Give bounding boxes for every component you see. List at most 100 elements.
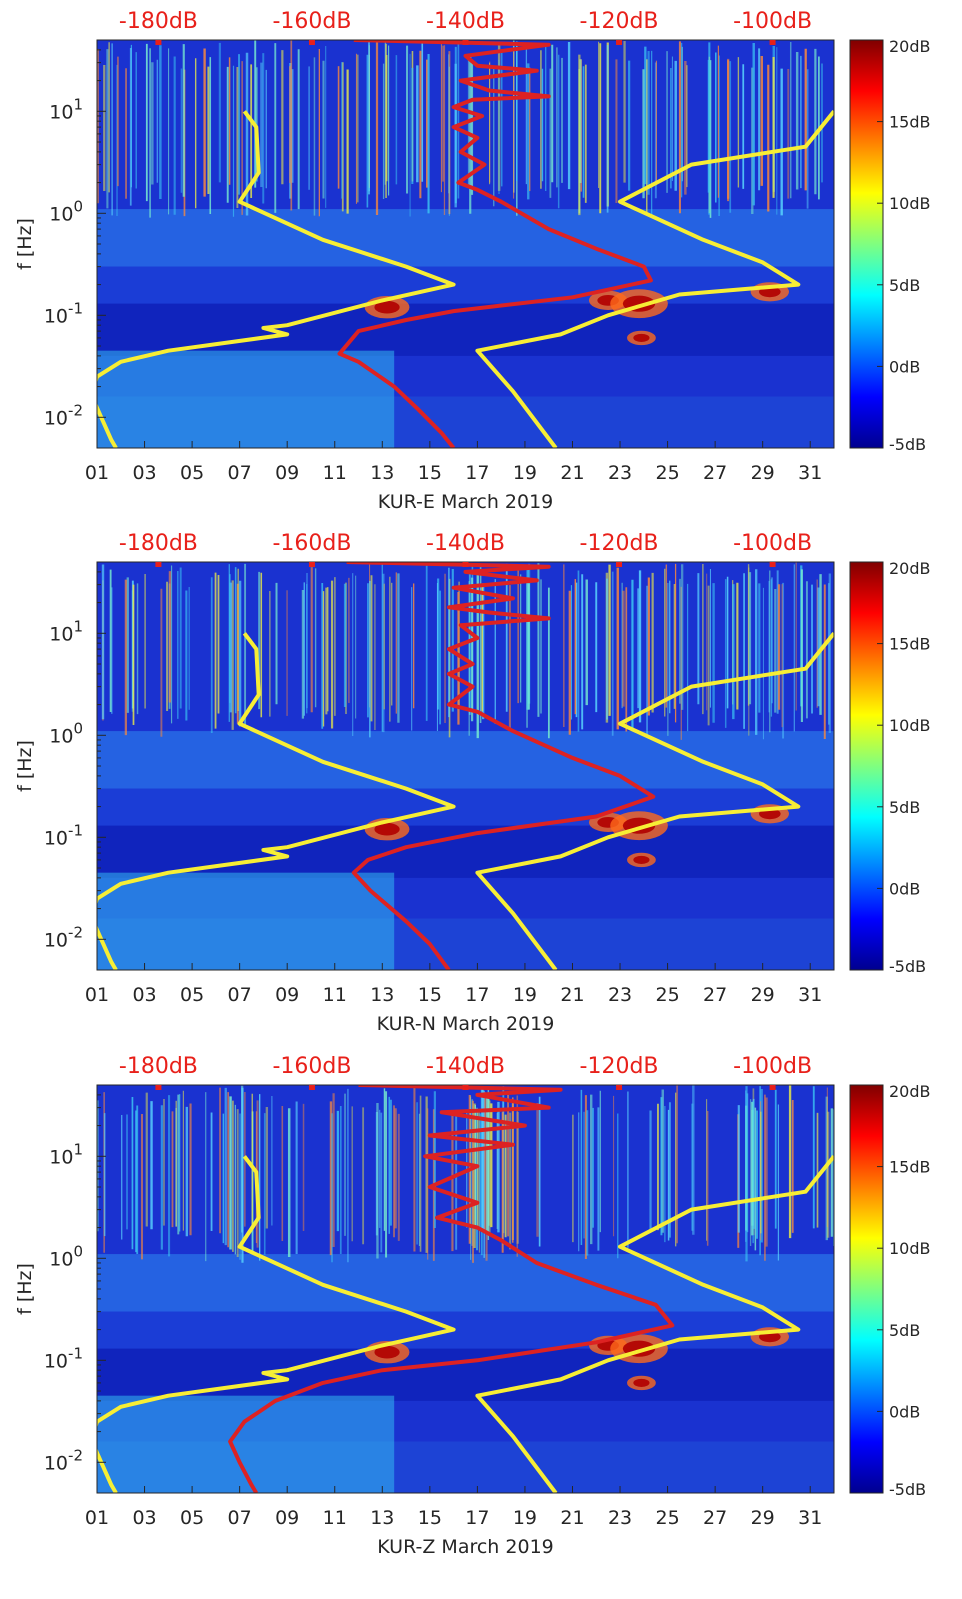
microseism-band xyxy=(97,1254,834,1312)
y-tick-label: 100 xyxy=(49,197,83,225)
x-tick-label: 09 xyxy=(275,984,299,1006)
x-tick-label: 01 xyxy=(85,984,109,1006)
x-tick-label: 09 xyxy=(275,1507,299,1529)
x-tick-label: 07 xyxy=(228,1507,252,1529)
x-tick-label: 23 xyxy=(608,1507,632,1529)
y-tick-label: 100 xyxy=(49,1242,83,1270)
low-frequency-band xyxy=(97,1348,834,1401)
top-db-tick-label: -120dB xyxy=(580,1054,659,1079)
x-tick-label: 07 xyxy=(228,462,252,484)
top-db-tick-label: -180dB xyxy=(119,9,198,34)
low-frequency-band xyxy=(97,303,834,356)
x-tick-label: 17 xyxy=(465,462,489,484)
x-tick-label: 09 xyxy=(275,462,299,484)
spectrogram-panel-1: 01 03 05 07 09 11 13 15 17 19 21 23 25 27 29 31 KUR-E Ma… xyxy=(14,9,931,513)
top-db-tick-label: -100dB xyxy=(733,1054,812,1079)
noise-model-curve xyxy=(97,1155,456,1493)
y-tick-label: 101 xyxy=(49,95,83,123)
x-tick-label: 31 xyxy=(798,984,822,1006)
x-tick-label: 29 xyxy=(751,984,775,1006)
x-tick-label: 03 xyxy=(132,462,156,484)
colorbar-tick-label: 15dB xyxy=(889,635,931,654)
x-tick-label: 15 xyxy=(418,984,442,1006)
colorbar-tick-label: 5dB xyxy=(889,1321,920,1340)
colorbar-tick-label: -5dB xyxy=(889,435,926,454)
top-db-tick-label: -120dB xyxy=(580,531,659,556)
y-tick-label: 10-1 xyxy=(44,821,83,849)
x-tick-label: 17 xyxy=(465,984,489,1006)
x-tick-label: 25 xyxy=(655,462,679,484)
spectrogram-plot-area xyxy=(97,40,834,448)
top-db-tick-label: -180dB xyxy=(119,1054,198,1079)
y-tick-label: 10-2 xyxy=(44,1446,83,1474)
colorbar-tick-label: -5dB xyxy=(889,1480,926,1499)
spectrogram-panel-3: 01 03 05 07 09 11 13 15 17 19 21 23 25 27 29 31 KUR-Z Ma… xyxy=(14,1054,931,1558)
x-tick-label: 31 xyxy=(798,1507,822,1529)
spectrogram-panel-2: 01 03 05 07 09 11 13 15 17 19 21 23 25 27 29 31 KUR-N Ma… xyxy=(14,531,931,1035)
top-db-tick-label: -100dB xyxy=(733,9,812,34)
low-frequency-block xyxy=(97,872,395,970)
hotspot-core xyxy=(633,1378,650,1387)
x-tick-label: 19 xyxy=(513,1507,537,1529)
top-tick-mark xyxy=(462,562,469,567)
top-tick-mark xyxy=(308,40,315,45)
hotspot-core xyxy=(633,333,650,342)
colorbar-tick-label: -5dB xyxy=(889,957,926,976)
hotspot-core xyxy=(374,822,400,836)
colorbar-tick-label: 10dB xyxy=(889,194,931,213)
colorbar-gradient xyxy=(849,39,884,449)
x-tick-label: 17 xyxy=(465,1507,489,1529)
top-tick-mark xyxy=(769,562,776,567)
x-axis-label: KUR-N March 2019 xyxy=(377,1013,555,1035)
x-tick-label: 03 xyxy=(132,1507,156,1529)
top-db-tick-label: -100dB xyxy=(733,531,812,556)
y-tick-label: 10-2 xyxy=(44,401,83,429)
x-tick-label: 13 xyxy=(370,1507,394,1529)
top-db-tick-label: -120dB xyxy=(580,9,659,34)
x-tick-label: 29 xyxy=(751,462,775,484)
colorbar-tick-label: 15dB xyxy=(889,113,931,132)
top-db-tick-label: -160dB xyxy=(272,531,351,556)
microseism-lower-band xyxy=(97,788,834,826)
noise-model-curve xyxy=(475,632,834,970)
y-axis-label: f [Hz] xyxy=(14,740,36,792)
x-tick-label: 05 xyxy=(180,1507,204,1529)
x-tick-label: 19 xyxy=(513,984,537,1006)
microseism-lower-band xyxy=(97,266,834,304)
top-db-tick-label: -160dB xyxy=(272,9,351,34)
top-db-tick-label: -180dB xyxy=(119,531,198,556)
x-tick-label: 11 xyxy=(323,1507,347,1529)
x-tick-label: 05 xyxy=(180,462,204,484)
colorbar-tick-label: 5dB xyxy=(889,798,920,817)
hotspot-core xyxy=(633,855,650,864)
top-tick-mark xyxy=(155,1085,162,1090)
x-tick-label: 13 xyxy=(370,462,394,484)
noise-model-curve xyxy=(475,1155,834,1493)
x-tick-label: 11 xyxy=(323,984,347,1006)
colorbar-gradient xyxy=(849,561,884,971)
top-db-tick-label: -160dB xyxy=(272,1054,351,1079)
noise-model-curve xyxy=(475,110,834,448)
y-tick-label: 101 xyxy=(49,1140,83,1168)
hotspot-core xyxy=(374,300,400,314)
colorbar-tick-label: 0dB xyxy=(889,879,920,898)
noise-psd-curve xyxy=(228,1085,675,1493)
x-tick-label: 21 xyxy=(560,984,584,1006)
colorbar: 20dB 15dB 10dB 5dB 0dB -5dB xyxy=(849,559,931,976)
top-tick-mark xyxy=(308,562,315,567)
colorbar: 20dB 15dB 10dB 5dB 0dB -5dB xyxy=(849,1082,931,1499)
top-db-tick-label: -140dB xyxy=(426,1054,505,1079)
colorbar-tick-label: 5dB xyxy=(889,276,920,295)
top-tick-mark xyxy=(769,1085,776,1090)
colorbar-gradient xyxy=(849,1084,884,1494)
y-tick-label: 101 xyxy=(49,617,83,645)
top-tick-mark xyxy=(616,1085,623,1090)
top-tick-mark xyxy=(462,40,469,45)
top-tick-mark xyxy=(155,40,162,45)
spectrogram-plot-area xyxy=(97,1085,834,1493)
x-tick-label: 15 xyxy=(418,1507,442,1529)
x-tick-label: 03 xyxy=(132,984,156,1006)
y-tick-label: 10-1 xyxy=(44,299,83,327)
top-tick-mark xyxy=(616,562,623,567)
x-tick-label: 23 xyxy=(608,984,632,1006)
